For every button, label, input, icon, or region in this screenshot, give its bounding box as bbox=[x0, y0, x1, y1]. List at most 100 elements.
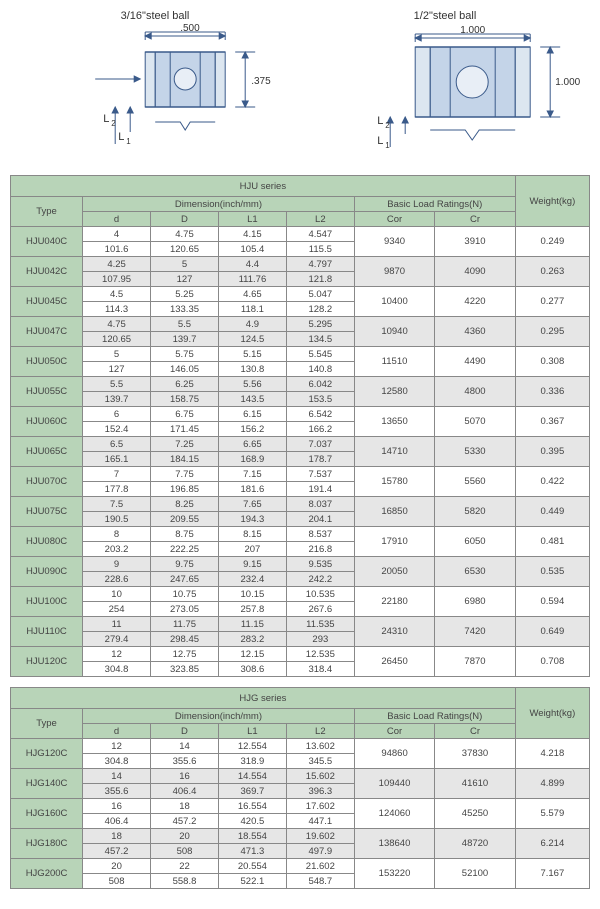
hju-type: HJU120C bbox=[11, 647, 83, 677]
table-cell: 19.602 bbox=[286, 829, 354, 844]
table-cell: 133.35 bbox=[151, 302, 219, 317]
table-cell: 16 bbox=[83, 799, 151, 814]
hjg-Cor-head: Cor bbox=[354, 724, 434, 739]
table-cell: 111.76 bbox=[218, 272, 286, 287]
table-cell: 9.75 bbox=[151, 557, 219, 572]
hjg-weight-head: Weight(kg) bbox=[515, 688, 589, 739]
table-cell: 139.7 bbox=[151, 332, 219, 347]
table-cell: 156.2 bbox=[218, 422, 286, 437]
table-cell: 48720 bbox=[435, 829, 515, 859]
table-cell: 6.542 bbox=[286, 407, 354, 422]
hjg-body: HJG120C121412.55413.60294860378304.21830… bbox=[11, 739, 590, 889]
hju-D-head: D bbox=[151, 212, 219, 227]
table-cell: 21.602 bbox=[286, 859, 354, 874]
table-cell: 0.449 bbox=[515, 497, 589, 527]
table-cell: 105.4 bbox=[218, 242, 286, 257]
table-cell: 204.1 bbox=[286, 512, 354, 527]
table-cell: 318.4 bbox=[286, 662, 354, 677]
table-cell: 12 bbox=[83, 647, 151, 662]
table-cell: 12.15 bbox=[218, 647, 286, 662]
table-cell: 5 bbox=[83, 347, 151, 362]
hju-type: HJU060C bbox=[11, 407, 83, 437]
hju-d-head: d bbox=[83, 212, 151, 227]
table-cell: 7420 bbox=[435, 617, 515, 647]
table-cell: 304.8 bbox=[83, 754, 151, 769]
table-cell: 9.15 bbox=[218, 557, 286, 572]
table-cell: 6530 bbox=[435, 557, 515, 587]
table-cell: 11510 bbox=[354, 347, 434, 377]
table-cell: 37830 bbox=[435, 739, 515, 769]
hjg-Cr-head: Cr bbox=[435, 724, 515, 739]
hjg-D-head: D bbox=[151, 724, 219, 739]
table-cell: 171.45 bbox=[151, 422, 219, 437]
table-cell: 124.5 bbox=[218, 332, 286, 347]
table-cell: 127 bbox=[151, 272, 219, 287]
table-cell: 5.295 bbox=[286, 317, 354, 332]
table-cell: 16850 bbox=[354, 497, 434, 527]
table-cell: 4360 bbox=[435, 317, 515, 347]
hju-type: HJU050C bbox=[11, 347, 83, 377]
svg-text:L: L bbox=[118, 131, 124, 143]
table-cell: 0.395 bbox=[515, 437, 589, 467]
hjg-d-head: d bbox=[83, 724, 151, 739]
table-cell: 20050 bbox=[354, 557, 434, 587]
svg-text:1.000: 1.000 bbox=[555, 77, 580, 88]
table-cell: 6.15 bbox=[218, 407, 286, 422]
hjg-type: HJG160C bbox=[11, 799, 83, 829]
table-cell: 7870 bbox=[435, 647, 515, 677]
table-cell: 6.75 bbox=[151, 407, 219, 422]
table-cell: 0.308 bbox=[515, 347, 589, 377]
table-cell: 10.535 bbox=[286, 587, 354, 602]
table-cell: 318.9 bbox=[218, 754, 286, 769]
hju-L1-head: L1 bbox=[218, 212, 286, 227]
hju-type: HJU055C bbox=[11, 377, 83, 407]
table-cell: 107.95 bbox=[83, 272, 151, 287]
hjg-type: HJG140C bbox=[11, 769, 83, 799]
table-cell: 4.75 bbox=[83, 317, 151, 332]
table-cell: 9870 bbox=[354, 257, 434, 287]
table-cell: 11.75 bbox=[151, 617, 219, 632]
table-cell: 18.554 bbox=[218, 829, 286, 844]
table-cell: 18 bbox=[151, 799, 219, 814]
table-cell: 166.2 bbox=[286, 422, 354, 437]
table-cell: 298.45 bbox=[151, 632, 219, 647]
table-cell: 267.6 bbox=[286, 602, 354, 617]
hju-dim-head: Dimension(inch/mm) bbox=[83, 197, 355, 212]
hjg-type-head: Type bbox=[11, 709, 83, 739]
table-cell: 4.797 bbox=[286, 257, 354, 272]
hju-type: HJU110C bbox=[11, 617, 83, 647]
table-cell: 254 bbox=[83, 602, 151, 617]
table-cell: 558.8 bbox=[151, 874, 219, 889]
table-cell: 22180 bbox=[354, 587, 434, 617]
right-diagram-title: 1/2"steel ball bbox=[306, 10, 584, 22]
table-cell: 4800 bbox=[435, 377, 515, 407]
table-cell: 355.6 bbox=[151, 754, 219, 769]
table-cell: 4.9 bbox=[218, 317, 286, 332]
table-cell: 14710 bbox=[354, 437, 434, 467]
table-cell: 9 bbox=[83, 557, 151, 572]
table-cell: 4.218 bbox=[515, 739, 589, 769]
table-cell: 8 bbox=[83, 527, 151, 542]
table-cell: 10940 bbox=[354, 317, 434, 347]
table-cell: 194.3 bbox=[218, 512, 286, 527]
hju-type: HJU042C bbox=[11, 257, 83, 287]
table-cell: 11 bbox=[83, 617, 151, 632]
table-cell: 0.422 bbox=[515, 467, 589, 497]
table-cell: 396.3 bbox=[286, 784, 354, 799]
table-cell: 181.6 bbox=[218, 482, 286, 497]
table-cell: 4.5 bbox=[83, 287, 151, 302]
table-cell: 323.85 bbox=[151, 662, 219, 677]
hju-type: HJU065C bbox=[11, 437, 83, 467]
table-cell: 12580 bbox=[354, 377, 434, 407]
hju-type: HJU090C bbox=[11, 557, 83, 587]
hju-table: HJU series Weight(kg) Type Dimension(inc… bbox=[10, 175, 590, 677]
table-cell: 5.545 bbox=[286, 347, 354, 362]
table-cell: 5.56 bbox=[218, 377, 286, 392]
table-cell: 0.649 bbox=[515, 617, 589, 647]
table-cell: 293 bbox=[286, 632, 354, 647]
table-cell: 8.15 bbox=[218, 527, 286, 542]
left-diagram-svg: .500 .375 L2 L1 bbox=[16, 22, 294, 152]
table-cell: 4490 bbox=[435, 347, 515, 377]
table-cell: 232.4 bbox=[218, 572, 286, 587]
table-cell: 0.336 bbox=[515, 377, 589, 407]
